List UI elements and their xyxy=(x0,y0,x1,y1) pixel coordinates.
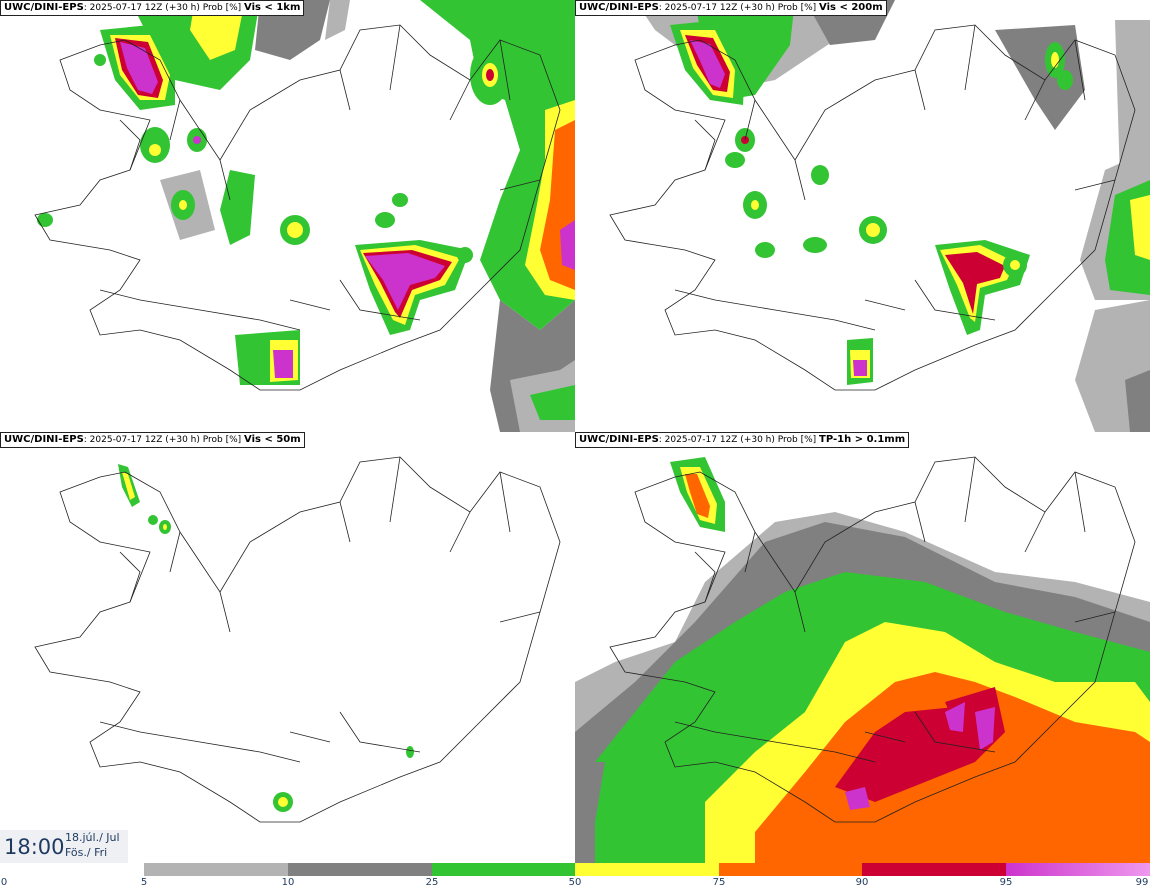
run-info: : 2025-07-17 12Z (+30 h) Prob [%] xyxy=(658,3,817,13)
variable-name: Vis < 50m xyxy=(244,434,301,445)
map-precip xyxy=(575,456,1150,864)
panel-title: UWC/DINI-EPS: 2025-07-17 12Z (+30 h) Pro… xyxy=(575,0,887,16)
legend-tick-90: 90 xyxy=(855,877,869,888)
panel-title: UWC/DINI-EPS: 2025-07-17 12Z (+30 h) Pro… xyxy=(0,0,305,16)
valid-time: 18:00 xyxy=(4,835,65,859)
legend-bin-50-75 xyxy=(575,863,719,876)
panel-title: UWC/DINI-EPS: 2025-07-17 12Z (+30 h) Pro… xyxy=(575,432,910,448)
map-vis-200m xyxy=(609,0,1150,432)
legend-tick-0: 0 xyxy=(0,877,8,888)
variable-name: Vis < 200m xyxy=(819,2,883,13)
model-name: UWC/DINI-EPS xyxy=(579,434,659,445)
legend-bin-10-25 xyxy=(288,863,432,876)
panel-title: UWC/DINI-EPS: 2025-07-17 12Z (+30 h) Pro… xyxy=(0,432,305,448)
color-legend: 0 5 10 25 50 75 90 95 99 xyxy=(0,862,1150,891)
legend-bin-90-95 xyxy=(862,863,1006,876)
legend-tick-99: 99 xyxy=(1135,877,1149,888)
valid-time-box: 18:00 18.júl./ Jul Fös./ Fri xyxy=(0,830,128,863)
legend-bin-25-50 xyxy=(432,863,575,876)
legend-bin-95-99 xyxy=(1006,863,1150,876)
model-name: UWC/DINI-EPS xyxy=(4,2,84,13)
map-panel-vis-1km: UWC/DINI-EPS: 2025-07-17 12Z (+30 h) Pro… xyxy=(0,0,575,432)
map-vis-50m xyxy=(34,456,561,823)
variable-name: TP-1h > 0.1mm xyxy=(819,434,906,445)
model-name: UWC/DINI-EPS xyxy=(579,2,659,13)
legend-tick-95: 95 xyxy=(999,877,1013,888)
map-panel-vis-50m: UWC/DINI-EPS: 2025-07-17 12Z (+30 h) Pro… xyxy=(0,432,575,864)
legend-tick-25: 25 xyxy=(425,877,439,888)
variable-name: Vis < 1km xyxy=(244,2,301,13)
legend-tick-5: 5 xyxy=(140,877,148,888)
legend-bin-5-10 xyxy=(144,863,288,876)
legend-tick-10: 10 xyxy=(281,877,295,888)
model-name: UWC/DINI-EPS xyxy=(4,434,84,445)
map-panel-vis-200m: UWC/DINI-EPS: 2025-07-17 12Z (+30 h) Pro… xyxy=(575,0,1150,432)
legend-tick-50: 50 xyxy=(568,877,582,888)
legend-tick-75: 75 xyxy=(712,877,726,888)
map-panel-precip: UWC/DINI-EPS: 2025-07-17 12Z (+30 h) Pro… xyxy=(575,432,1150,864)
run-info: : 2025-07-17 12Z (+30 h) Prob [%] xyxy=(83,3,242,13)
map-vis-1km xyxy=(34,0,575,432)
run-info: : 2025-07-17 12Z (+30 h) Prob [%] xyxy=(658,435,817,445)
legend-bin-75-90 xyxy=(719,863,862,876)
valid-date: 18.júl./ Jul xyxy=(65,831,120,844)
valid-weekday: Fös./ Fri xyxy=(65,846,108,859)
run-info: : 2025-07-17 12Z (+30 h) Prob [%] xyxy=(83,435,242,445)
